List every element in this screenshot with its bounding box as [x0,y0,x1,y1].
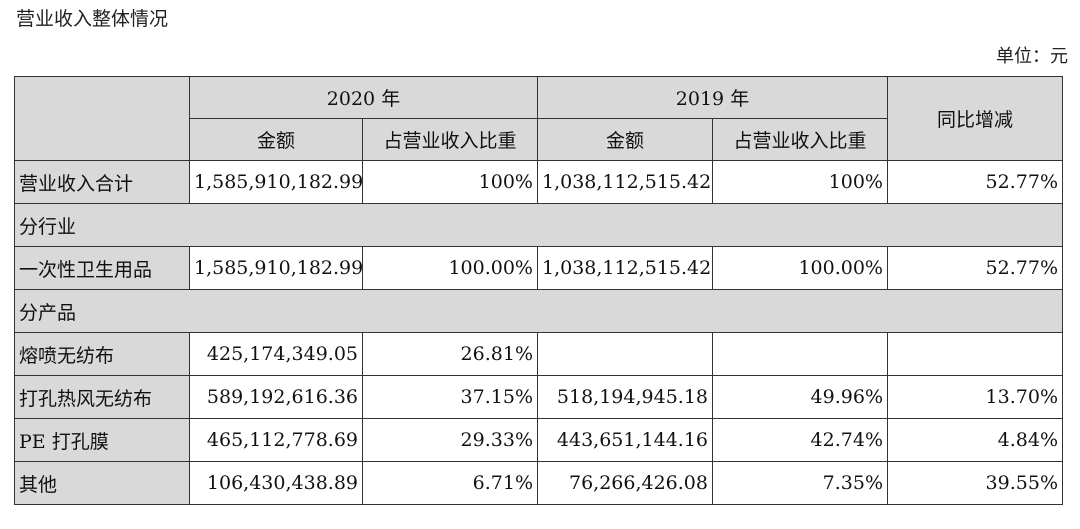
cell-share-2020: 6.71% [362,461,538,505]
cell-amount-2020: 1,585,910,182.99 [189,160,363,204]
cell-amount-2019: 443,651,144.16 [537,418,713,462]
header-share-2020: 占营业收入比重 [362,118,538,161]
row-label: PE 打孔膜 [14,418,190,462]
table-row: 打孔热风无纺布 589,192,616.36 37.15% 518,194,94… [14,375,1063,419]
cell-amount-2019: 76,266,426.08 [537,461,713,505]
table-row: 熔喷无纺布 425,174,349.05 26.81% [14,332,1063,376]
section-label-product: 分产品 [14,289,1063,333]
table-row: 其他 106,430,438.89 6.71% 76,266,426.08 7.… [14,461,1063,505]
cell-yoy: 39.55% [887,461,1063,505]
cell-share-2019: 7.35% [712,461,888,505]
section-row-product: 分产品 [14,289,1063,333]
cell-share-2020: 100.00% [362,246,538,290]
row-label: 打孔热风无纺布 [14,375,190,419]
table-row-total: 营业收入合计 1,585,910,182.99 100% 1,038,112,5… [14,160,1063,204]
row-label: 一次性卫生用品 [14,246,190,290]
cell-share-2020: 29.33% [362,418,538,462]
header-yoy: 同比增减 [887,76,1063,161]
header-row-years: 2020 年 2019 年 同比增减 [14,76,1063,161]
cell-amount-2020: 589,192,616.36 [189,375,363,419]
cell-yoy: 13.70% [887,375,1063,419]
cell-amount-2020: 1,585,910,182.99 [189,246,363,290]
header-year-2020: 2020 年 [189,76,538,119]
cell-amount-2019: 1,038,112,515.42 [537,160,713,204]
cell-yoy: 4.84% [887,418,1063,462]
header-corner-cell [14,76,190,161]
cell-share-2019: 100% [712,160,888,204]
cell-amount-2020: 465,112,778.69 [189,418,363,462]
cell-yoy [887,332,1063,376]
row-label: 营业收入合计 [14,160,190,204]
cell-yoy: 52.77% [887,160,1063,204]
page-title: 营业收入整体情况 [16,8,169,30]
cell-share-2019: 49.96% [712,375,888,419]
section-label-industry: 分行业 [14,203,1063,247]
unit-label: 单位：元 [996,46,1068,67]
cell-yoy: 52.77% [887,246,1063,290]
header-share-2019: 占营业收入比重 [712,118,888,161]
cell-amount-2020: 106,430,438.89 [189,461,363,505]
section-row-industry: 分行业 [14,203,1063,247]
row-label: 熔喷无纺布 [14,332,190,376]
cell-share-2019: 100.00% [712,246,888,290]
header-amount-2020: 金额 [189,118,363,161]
cell-amount-2019: 518,194,945.18 [537,375,713,419]
cell-amount-2020: 425,174,349.05 [189,332,363,376]
cell-amount-2019 [537,332,713,376]
cell-share-2019 [712,332,888,376]
cell-share-2019: 42.74% [712,418,888,462]
header-amount-2019: 金额 [537,118,713,161]
cell-amount-2019: 1,038,112,515.42 [537,246,713,290]
row-label: 其他 [14,461,190,505]
header-row-columns: 金额 占营业收入比重 金额 占营业收入比重 [15,118,1063,161]
header-year-2019: 2019 年 [537,76,888,119]
revenue-table: 2020 年 2019 年 同比增减 金额 占营业收入比重 金额 占营业收入比重… [14,76,1063,505]
table-row: PE 打孔膜 465,112,778.69 29.33% 443,651,144… [14,418,1063,462]
cell-share-2020: 100% [362,160,538,204]
table-row: 一次性卫生用品 1,585,910,182.99 100.00% 1,038,1… [14,246,1063,290]
cell-share-2020: 37.15% [362,375,538,419]
cell-share-2020: 26.81% [362,332,538,376]
